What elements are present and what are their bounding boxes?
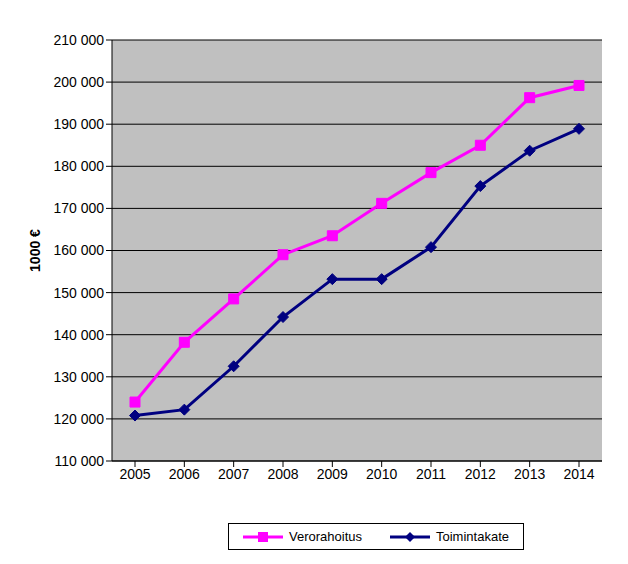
svg-text:2008: 2008 bbox=[267, 466, 298, 482]
svg-text:2013: 2013 bbox=[514, 466, 545, 482]
svg-text:2005: 2005 bbox=[119, 466, 150, 482]
svg-text:200 000: 200 000 bbox=[53, 74, 104, 90]
svg-text:210 000: 210 000 bbox=[53, 32, 104, 48]
svg-text:2007: 2007 bbox=[218, 466, 249, 482]
html-text:Verorahoitus: Verorahoitus bbox=[289, 529, 362, 544]
svg-text:2009: 2009 bbox=[317, 466, 348, 482]
svg-text:170 000: 170 000 bbox=[53, 200, 104, 216]
svg-text:110 000: 110 000 bbox=[54, 453, 104, 469]
svg-text:180 000: 180 000 bbox=[53, 158, 104, 174]
svg-text:130 000: 130 000 bbox=[53, 369, 104, 385]
svg-text:160 000: 160 000 bbox=[53, 242, 104, 258]
svg-text:2011: 2011 bbox=[416, 466, 446, 482]
svg-text:1000 €: 1000 € bbox=[27, 229, 43, 272]
svg-text:120 000: 120 000 bbox=[53, 411, 104, 427]
svg-text:2006: 2006 bbox=[169, 466, 200, 482]
svg-text:190 000: 190 000 bbox=[53, 116, 104, 132]
svg-text:150 000: 150 000 bbox=[53, 285, 104, 301]
svg-text:2012: 2012 bbox=[465, 466, 496, 482]
svg-text:140 000: 140 000 bbox=[53, 327, 104, 343]
svg-text:2010: 2010 bbox=[366, 466, 397, 482]
html-text:Toimintakate: Toimintakate bbox=[436, 529, 509, 544]
svg-text:2014: 2014 bbox=[563, 466, 594, 482]
